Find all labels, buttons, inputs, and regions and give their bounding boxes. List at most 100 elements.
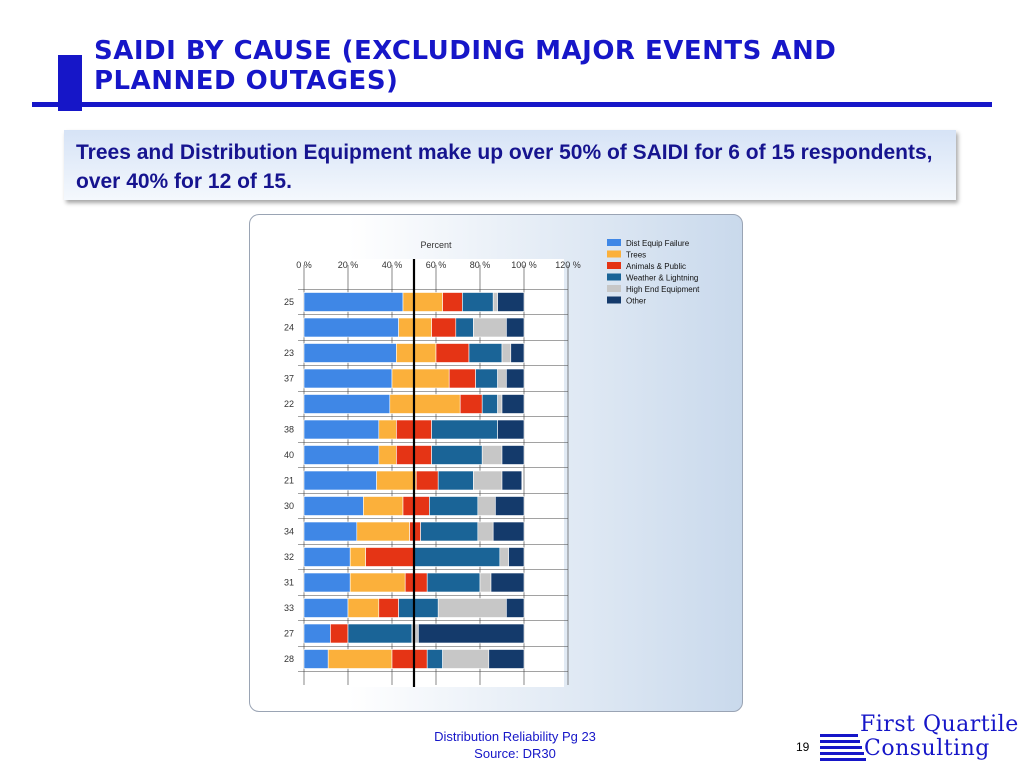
bar-segment xyxy=(409,521,421,542)
bar-segment xyxy=(442,292,463,312)
y-tick-label: 38 xyxy=(284,425,294,435)
bar-segment xyxy=(490,572,525,593)
y-tick-label: 30 xyxy=(284,501,294,511)
bar-segment xyxy=(391,649,428,669)
bar-segment xyxy=(442,649,490,669)
bar-segment xyxy=(426,649,443,669)
bar-segment xyxy=(418,623,525,644)
title-underline xyxy=(32,102,992,107)
bar-segment xyxy=(396,343,437,363)
bar-segment xyxy=(413,547,501,567)
bar-segment xyxy=(473,470,503,491)
bar-segment xyxy=(356,521,410,542)
bar-segment xyxy=(398,317,432,338)
legend-label: Other xyxy=(626,297,646,306)
bar-segment xyxy=(431,419,498,440)
legend-swatch xyxy=(607,250,621,258)
legend-swatch xyxy=(607,285,621,292)
bar-segment xyxy=(495,496,525,516)
bar-segment xyxy=(462,292,494,312)
legend-label: Trees xyxy=(626,251,646,260)
bar-segment xyxy=(303,496,364,516)
callout-box: Trees and Distribution Equipment make up… xyxy=(64,130,956,200)
y-tick-label: 33 xyxy=(284,603,294,613)
bar-segment xyxy=(303,419,380,440)
y-tick-label: 24 xyxy=(284,323,294,333)
y-tick-label: 32 xyxy=(284,552,294,562)
x-axis-title: Percent xyxy=(420,240,452,250)
bar-segment xyxy=(303,317,399,338)
x-tick-label: 40 % xyxy=(382,260,403,270)
title-accent-bar xyxy=(58,55,82,111)
legend-swatch xyxy=(607,262,621,269)
page-number: 19 xyxy=(796,740,810,754)
bar-segment xyxy=(506,368,525,389)
bar-segment xyxy=(501,343,512,363)
legend-label: Dist Equip Failure xyxy=(626,239,690,248)
slide-title: SAIDI by Cause (excluding Major Events a… xyxy=(94,36,837,96)
bar-segment xyxy=(347,623,413,644)
bar-segment xyxy=(411,623,419,644)
bar-segment xyxy=(492,521,525,542)
x-tick-label: 0 % xyxy=(296,260,312,270)
logo-word-1: First Quartile xyxy=(860,712,1019,737)
bar-segment xyxy=(365,547,415,567)
bar-segment xyxy=(349,572,406,593)
bar-segment xyxy=(327,649,393,669)
y-tick-label: 31 xyxy=(284,578,294,588)
bar-segment xyxy=(303,649,329,669)
bar-segment xyxy=(488,649,525,669)
bar-segment xyxy=(389,394,461,414)
bar-segment xyxy=(402,496,430,516)
bar-segment xyxy=(378,419,397,440)
legend-swatch xyxy=(607,296,621,304)
bar-segment xyxy=(501,470,523,491)
bar-segment xyxy=(330,623,349,644)
bar-segment xyxy=(404,572,428,593)
bar-segment xyxy=(376,470,417,491)
logo-word-2: Consulting xyxy=(864,736,990,761)
legend-label: High End Equipment xyxy=(626,285,700,294)
bar-segment xyxy=(431,445,483,465)
bar-segment xyxy=(391,368,450,389)
legend-swatch xyxy=(607,273,621,281)
bar-segment xyxy=(303,598,349,618)
footer: Distribution Reliability Pg 23 Source: D… xyxy=(400,728,630,762)
bar-segment xyxy=(426,572,481,593)
y-tick-label: 22 xyxy=(284,399,294,409)
legend-swatch xyxy=(607,239,621,246)
bar-segment xyxy=(363,496,404,516)
footer-line-1: Distribution Reliability Pg 23 xyxy=(434,729,596,744)
y-tick-label: 21 xyxy=(284,476,294,486)
bar-segment xyxy=(481,445,503,465)
bar-segment xyxy=(477,521,494,542)
bar-segment xyxy=(437,470,474,491)
stacked-bar-chart: Percent 0 % 20 % 40 % 60 % 80 % 100 % 120 % 25 24… xyxy=(284,239,700,687)
chart-panel: Percent 0 % 20 % 40 % 60 % 80 % 100 % 120 % 25 24… xyxy=(249,214,743,712)
x-tick-label: 60 % xyxy=(426,260,447,270)
bar-segment xyxy=(303,368,393,389)
bar-segment xyxy=(303,521,358,542)
bar-segment xyxy=(501,394,525,414)
y-tick-label: 23 xyxy=(284,348,294,358)
legend-label: Animals & Public xyxy=(626,262,686,271)
bar-segment xyxy=(508,547,525,567)
bar-segment xyxy=(455,317,474,338)
bar-segment xyxy=(501,445,525,465)
bar-segment xyxy=(479,572,492,593)
x-tick-label: 80 % xyxy=(470,260,491,270)
bar-segment xyxy=(349,547,366,567)
x-tick-label: 120 % xyxy=(555,260,581,270)
bar-segment xyxy=(303,343,397,363)
bar-segment xyxy=(499,547,509,567)
bar-segment xyxy=(402,292,443,312)
bar-segment xyxy=(437,598,507,618)
bar-segment xyxy=(459,394,483,414)
bar-segment xyxy=(492,292,498,312)
callout-text: Trees and Distribution Equipment make up… xyxy=(76,141,933,193)
bar-segment xyxy=(429,496,479,516)
bar-segment xyxy=(303,547,351,567)
legend-label: Weather & Lightning xyxy=(626,274,698,283)
bar-segment xyxy=(468,343,503,363)
y-tick-label: 27 xyxy=(284,629,294,639)
